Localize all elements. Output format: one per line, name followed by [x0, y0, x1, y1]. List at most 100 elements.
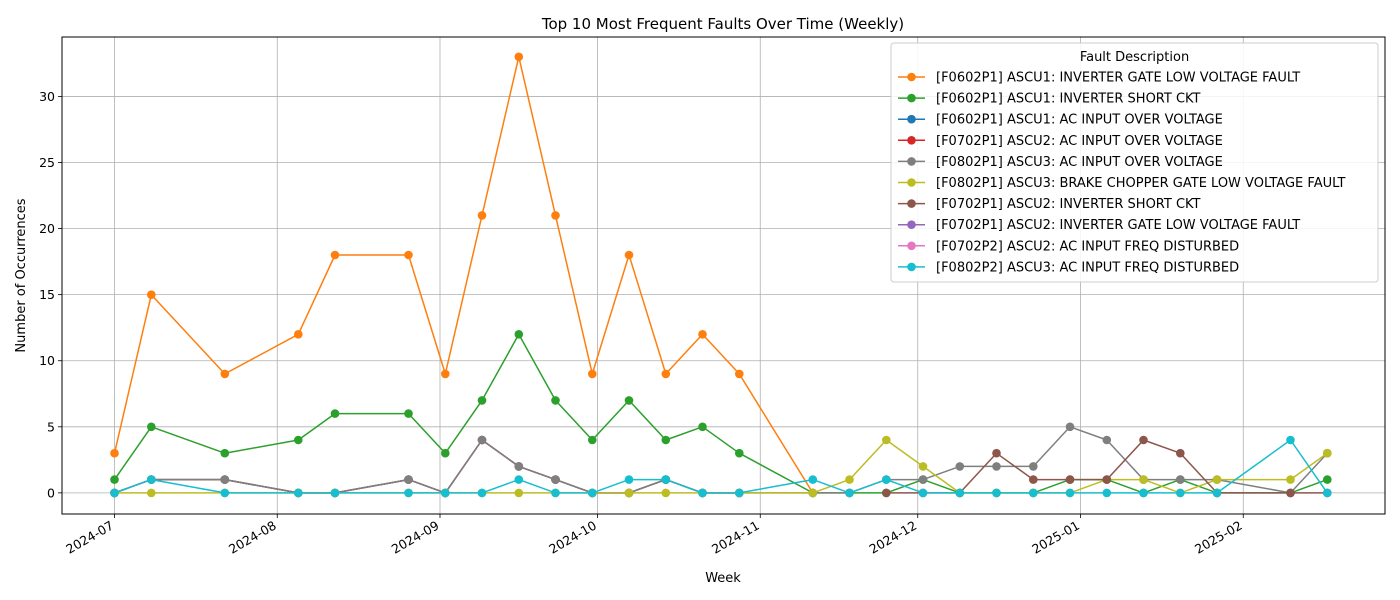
data-point: [1286, 435, 1295, 445]
series-line: [113, 333, 1328, 494]
data-point: [1139, 488, 1148, 498]
legend-marker: [907, 157, 916, 166]
data-point: [1286, 488, 1295, 498]
data-point: [992, 448, 1001, 458]
data-point: [1212, 475, 1222, 484]
x-tick-label: 2025-01: [1029, 518, 1082, 557]
legend-item: [F0802P1] ASCU3: AC INPUT OVER VOLTAGE: [898, 155, 1223, 170]
y-tick-label: 30: [39, 89, 55, 104]
data-point: [1065, 422, 1075, 432]
data-point: [588, 488, 597, 498]
legend-label: [F0702P1] ASCU2: INVERTER GATE LOW VOLTA…: [936, 218, 1300, 233]
data-point: [588, 435, 597, 445]
data-point: [220, 448, 230, 458]
data-point: [404, 475, 413, 484]
legend-marker: [907, 262, 916, 272]
data-point: [147, 475, 156, 484]
legend-marker: [907, 241, 916, 251]
data-point: [220, 488, 230, 498]
data-point: [955, 462, 965, 471]
legend-marker: [907, 114, 916, 124]
series-10: [110, 435, 1332, 498]
data-point: [698, 488, 707, 498]
legend-item: [F0702P1] ASCU2: INVERTER SHORT CKT: [898, 197, 1201, 212]
data-point: [1029, 475, 1038, 484]
data-point: [330, 250, 340, 260]
data-point: [808, 488, 818, 498]
data-point: [992, 488, 1001, 498]
legend-box: [890, 42, 1379, 283]
data-point: [845, 488, 854, 498]
data-point: [1065, 488, 1075, 498]
x-tick-label: 2024-09: [389, 518, 442, 557]
data-point: [294, 488, 303, 498]
legend-label: [F0602P1] ASCU1: INVERTER SHORT CKT: [936, 92, 1201, 107]
data-point: [147, 488, 156, 498]
data-point: [404, 250, 413, 260]
data-point: [661, 435, 671, 445]
data-point: [551, 396, 560, 405]
data-point: [698, 330, 707, 339]
data-point: [551, 475, 560, 484]
series-1: [110, 52, 818, 498]
data-point: [661, 369, 671, 379]
legend-label: [F0802P1] ASCU3: BRAKE CHOPPER GATE LOW …: [936, 176, 1346, 191]
data-point: [808, 475, 818, 484]
data-point: [955, 488, 965, 498]
data-point: [330, 409, 340, 418]
data-point: [110, 488, 119, 498]
data-point: [551, 488, 560, 498]
data-point: [661, 475, 671, 484]
data-point: [1065, 475, 1075, 484]
legend-item: [F0702P1] ASCU2: INVERTER GATE LOW VOLTA…: [898, 218, 1300, 233]
legend-item: [F0802P1] ASCU3: BRAKE CHOPPER GATE LOW …: [898, 176, 1346, 191]
data-point: [220, 475, 230, 484]
data-point: [1139, 435, 1148, 445]
data-point: [514, 330, 524, 339]
legend-item: [F0602P1] ASCU1: INVERTER SHORT CKT: [898, 92, 1201, 107]
data-point: [441, 448, 450, 458]
series-line: [114, 439, 1328, 494]
data-point: [1176, 448, 1185, 458]
data-point: [147, 290, 156, 300]
y-tick-label: 20: [39, 221, 55, 236]
data-point: [514, 52, 524, 62]
data-point: [1212, 488, 1222, 498]
data-point: [918, 488, 928, 498]
legend-label: [F0802P1] ASCU3: AC INPUT OVER VOLTAGE: [936, 155, 1223, 170]
legend-marker: [907, 72, 916, 82]
legend-label: [F0602P1] ASCU1: AC INPUT OVER VOLTAGE: [936, 113, 1223, 128]
series-line: [886, 439, 1328, 494]
legend-item: [F0702P2] ASCU2: AC INPUT FREQ DISTURBED: [898, 239, 1239, 254]
data-point: [1139, 475, 1148, 484]
data-point: [294, 435, 303, 445]
data-point: [110, 475, 119, 484]
legend-marker: [907, 178, 916, 187]
series-3: [110, 435, 744, 498]
data-point: [845, 475, 854, 484]
legend-marker: [907, 93, 916, 103]
legend-marker: [907, 220, 916, 229]
x-tick-label: 2024-11: [709, 518, 762, 557]
data-point: [1102, 475, 1112, 484]
legend-label: [F0602P1] ASCU1: INVERTER GATE LOW VOLTA…: [936, 71, 1300, 86]
data-point: [330, 488, 340, 498]
data-point: [735, 369, 744, 379]
legend-item: [F0602P1] ASCU1: INVERTER GATE LOW VOLTA…: [898, 71, 1300, 86]
x-tick-label: 2024-12: [867, 518, 920, 557]
legend-item: [F0602P1] ASCU1: AC INPUT OVER VOLTAGE: [898, 113, 1223, 128]
legend-label: [F0802P2] ASCU3: AC INPUT FREQ DISTURBED: [936, 260, 1239, 275]
data-point: [1323, 448, 1332, 458]
data-point: [588, 369, 597, 379]
data-point: [624, 488, 634, 498]
legend-item: [F0802P2] ASCU3: AC INPUT FREQ DISTURBED: [898, 260, 1239, 275]
data-point: [735, 488, 744, 498]
series-line: [113, 56, 814, 494]
legend-marker: [907, 136, 916, 145]
x-tick-label: 2024-07: [63, 518, 116, 557]
data-point: [918, 462, 928, 471]
x-tick-label: 2024-08: [226, 518, 279, 557]
data-point: [294, 330, 303, 339]
